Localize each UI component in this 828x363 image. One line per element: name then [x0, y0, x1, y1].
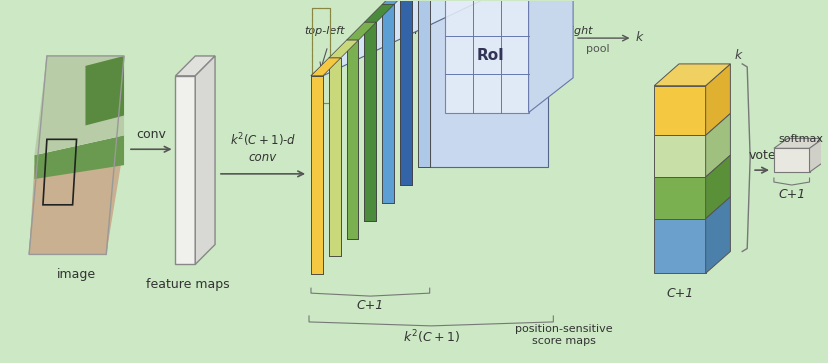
Polygon shape [773, 138, 822, 148]
Text: image: image [57, 268, 96, 281]
Polygon shape [310, 58, 340, 76]
Text: C+1: C+1 [666, 287, 693, 300]
Polygon shape [653, 86, 705, 135]
Polygon shape [29, 56, 124, 254]
Text: feature maps: feature maps [146, 278, 229, 291]
Polygon shape [382, 0, 412, 4]
Polygon shape [346, 22, 376, 40]
Polygon shape [195, 56, 214, 264]
Polygon shape [417, 0, 429, 167]
Polygon shape [417, 0, 429, 167]
Text: position-sensitive
score maps: position-sensitive score maps [515, 324, 612, 346]
Polygon shape [773, 148, 808, 172]
Polygon shape [329, 58, 340, 256]
Polygon shape [653, 219, 705, 273]
Polygon shape [35, 135, 124, 179]
Text: top-left: top-left [304, 26, 344, 36]
Text: ......: ...... [434, 23, 458, 36]
Polygon shape [653, 135, 705, 177]
Polygon shape [382, 4, 393, 203]
Text: $k^2(C+1)$-d
conv: $k^2(C+1)$-d conv [229, 131, 296, 164]
Text: bottom-right: bottom-right [522, 26, 593, 36]
Polygon shape [346, 40, 358, 238]
Polygon shape [29, 145, 124, 254]
Text: k: k [734, 49, 741, 62]
Polygon shape [329, 40, 358, 58]
Polygon shape [346, 40, 358, 238]
Polygon shape [808, 138, 822, 172]
Polygon shape [329, 58, 340, 256]
Text: top-center: top-center [361, 26, 419, 36]
Polygon shape [705, 155, 729, 219]
Polygon shape [364, 4, 393, 22]
Polygon shape [35, 56, 124, 155]
Polygon shape [528, 0, 572, 113]
Polygon shape [400, 0, 412, 185]
Polygon shape [653, 177, 705, 219]
Polygon shape [176, 56, 214, 76]
Polygon shape [382, 4, 393, 203]
Polygon shape [176, 76, 195, 264]
Polygon shape [310, 76, 322, 274]
Polygon shape [400, 0, 412, 185]
Polygon shape [705, 64, 729, 135]
Text: vote: vote [748, 149, 775, 162]
Text: pool: pool [585, 44, 609, 54]
Polygon shape [705, 197, 729, 273]
Text: $k^2(C+1)$: $k^2(C+1)$ [402, 329, 459, 346]
Text: C+1: C+1 [777, 188, 804, 201]
Polygon shape [364, 22, 376, 221]
Polygon shape [364, 22, 376, 221]
Text: RoI: RoI [476, 48, 504, 63]
Text: softmax: softmax [777, 134, 822, 144]
Text: C+1: C+1 [356, 299, 383, 312]
Text: k: k [634, 30, 642, 44]
Polygon shape [653, 64, 729, 86]
Polygon shape [429, 0, 547, 167]
Text: conv: conv [136, 128, 166, 141]
Polygon shape [310, 0, 547, 76]
Polygon shape [444, 0, 528, 113]
Polygon shape [705, 114, 729, 177]
Polygon shape [310, 76, 322, 274]
Polygon shape [85, 56, 124, 126]
